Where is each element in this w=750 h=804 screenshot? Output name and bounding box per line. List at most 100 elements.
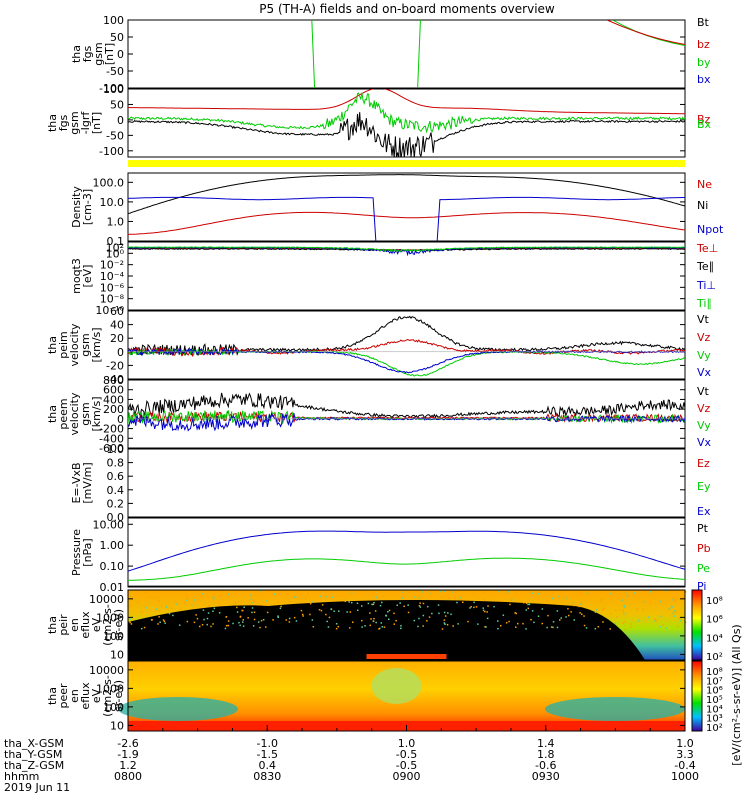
y-tick-label: 0.0 [107,511,125,524]
spectrogram-pixel [252,625,255,627]
y-axis-label-line: E=-VxB [70,462,83,503]
y-axis-label-line: eV [90,617,103,632]
y-tick-label: 10⁻² [100,259,124,272]
spectrogram-pixel [407,611,410,614]
spectrogram-pixel [622,622,624,625]
spectrogram-pixel [141,611,143,613]
y-tick-label: 0 [117,48,124,61]
spectrogram-pixel [514,612,516,614]
spectrogram-pixel [475,606,478,608]
y-axis-label: E=-VxB[mV/m] [70,462,94,503]
spectrogram-pixel [218,601,220,604]
spectrogram-pixel [393,623,395,625]
spectrogram-pixel [280,605,282,608]
spectrogram-pixel [541,622,543,625]
spectrogram-pixel [206,617,209,620]
legend-Pi: Pi [697,580,706,593]
spectrogram-pixel [143,626,146,629]
spectrogram-pixel [675,598,677,600]
y-tick-label: 0 [117,346,124,359]
panel-frame [127,88,686,158]
y-tick-label: 10⁰ [106,247,125,260]
spectrogram-feature [118,697,238,721]
spectrogram-pixel [615,609,617,612]
y-tick-label: 10000 [89,593,124,606]
colorbar-tick-label: 10⁶ [706,686,723,697]
x-tick-label: -0.4 [674,759,695,772]
spectrogram-pixel [428,592,431,595]
spectrogram-pixel [227,624,230,627]
y-axis-label-line: [nT] [103,43,116,65]
spectrogram-pixel [447,597,450,599]
spectrogram-pixel [399,602,401,604]
spectrogram-pixel [251,607,254,609]
x-row-label: tha_Y-GSM [4,748,62,761]
spectrogram-pixel [623,613,625,615]
y-tick-label: 20 [110,332,124,345]
legend-Vy: Vy [697,349,711,362]
spectrogram-pixel [680,620,682,622]
series-line-Vz [128,338,685,357]
y-axis-label: Pressure[nPa] [70,529,94,576]
spectrogram-pixel [373,617,375,620]
spectrogram-pixel [242,621,244,623]
spectrogram-pixel [403,605,405,607]
y-axis-label-line: fgs [81,45,94,62]
spectrogram-pixel [250,594,252,597]
x-tick-label: 0830 [253,770,281,783]
spectrogram-pixel [438,612,440,615]
spectrogram-pixel [546,600,549,602]
spectrogram-pixel [672,599,674,601]
spectrogram-pixel [676,625,679,628]
legend-Bx: Bx [697,118,712,131]
spectrogram-pixel [421,591,424,593]
y-tick-label: 0.01 [100,581,125,594]
legend-Ey: Ey [697,480,711,493]
spectrogram-pixel [318,609,321,611]
spectrogram-pixel [537,593,540,595]
spectrogram-pixel [253,600,256,603]
spectrogram-pixel [486,617,489,620]
spectrogram-pixel [293,596,295,598]
spectrogram-pixel [508,620,510,623]
spectrogram-pixel [459,596,461,599]
spectrogram-pixel [418,605,421,607]
spectrogram-pixel [176,603,178,605]
spectrogram-pixel [186,597,189,599]
spectrogram-pixel [379,604,382,607]
series-line-Ti∥ [128,246,685,253]
y-tick-label: 10⁻⁶ [100,281,125,294]
series-group [128,174,685,241]
spectrogram-pixel [201,624,204,626]
colorbar-tick-label: 10² [706,723,723,734]
spectrogram-pixel [601,608,604,611]
spectrogram-pixel [497,627,499,630]
spectrogram-pixel [562,590,564,593]
y-axis-label-line: [eV] [81,265,94,288]
spectrogram-pixel [546,626,548,629]
spectrogram-pixel [422,625,424,627]
spectrogram-pixel [371,603,373,606]
y-axis-label-line: sr-eV) [112,609,125,641]
y-axis-label-line: moqt3 [70,258,83,294]
spectrogram-pixel [419,606,422,608]
spectrogram-pixel [213,597,215,600]
y-axis-label: thafgsgsm-Igrf[nT] [46,111,103,135]
y-tick-label: -100 [99,82,124,95]
panel-1: 100 50 0 -50 -100 thafgsgsm[nT] Bt bz by bx [70,14,711,95]
colorbar-tick-label: 10³ [706,714,723,725]
spectrogram-feature [545,697,685,721]
spectrogram-pixel [558,595,560,598]
spectrogram-pixel [203,618,205,621]
y-axis-label: thafgsgsm[nT] [70,42,116,65]
spectrogram-pixel [129,621,131,624]
spectrogram-pixel [456,601,458,604]
spectrogram-pixel [497,620,499,622]
spectrogram-pixel [527,603,529,606]
spectrogram-pixel [594,611,597,613]
panel-5: 6040200-20-40thapeimvelocitygsm[km/s]VtV… [46,305,712,386]
y-axis-label-line: gsm [92,42,105,65]
spectrogram-pixel [277,616,279,618]
y-axis-label-line: velocity [68,323,81,366]
legend-Vz: Vz [697,331,711,344]
